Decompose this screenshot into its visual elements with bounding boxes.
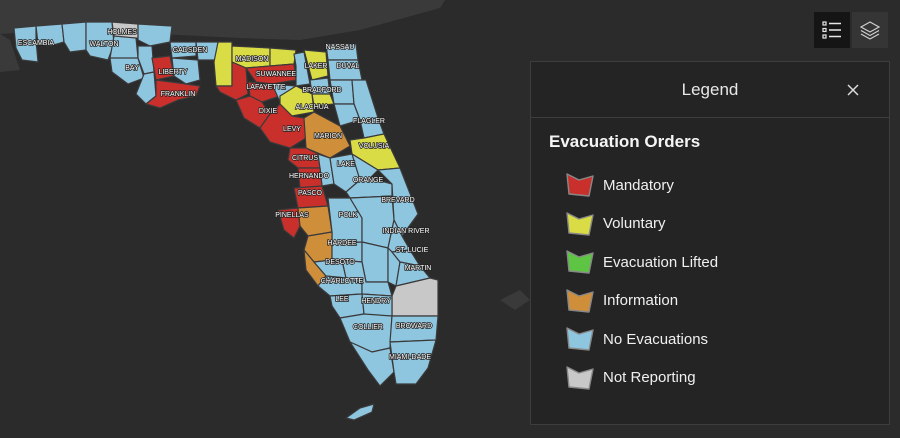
- legend-item-label: Evacuation Lifted: [603, 253, 719, 271]
- county-jackson: [137, 23, 173, 47]
- county-liberty: [151, 55, 175, 81]
- legend-item-label: No Evacuations: [603, 330, 709, 348]
- legend-section-title: Evacuation Orders: [549, 132, 701, 151]
- county-label: ALACHUA: [295, 104, 328, 111]
- legend-swatch: [566, 366, 594, 390]
- county-label: GADSDEN: [173, 47, 208, 54]
- county-taylor: [215, 61, 249, 101]
- county-hillsborough: [297, 205, 333, 237]
- county-label: NASSAU: [326, 44, 355, 51]
- county-lafayette: [247, 81, 281, 103]
- legend-item-label: Mandatory: [603, 176, 674, 194]
- county-label: DUVAL: [337, 63, 360, 70]
- county-label: LAFAYETTE: [246, 84, 285, 91]
- county-label: BROWARD: [396, 323, 432, 330]
- county-label: MADISON: [236, 56, 269, 63]
- county-label: VOLUSIA: [359, 143, 390, 150]
- legend-button[interactable]: [814, 12, 850, 48]
- county-label: MARION: [314, 133, 342, 140]
- county-label: DESOTO: [325, 259, 355, 266]
- county-label: HENDRY: [361, 298, 391, 305]
- county-label: PINELLAS: [275, 212, 309, 219]
- county-label: ST. LUCIE: [396, 247, 429, 254]
- county-okaloosa: [61, 21, 87, 53]
- county-label: CITRUS: [292, 155, 318, 162]
- legend-item: Evacuation Lifted: [549, 243, 871, 282]
- legend-title: Legend: [681, 79, 739, 99]
- county-label: INDIAN RIVER: [382, 228, 429, 235]
- county-wakulla: [171, 57, 201, 85]
- county-label: FLAGLER: [353, 118, 385, 125]
- legend-item: No Evacuations: [549, 320, 871, 359]
- county-label: LAKER: [305, 63, 328, 70]
- county-label: SUWANNEE: [256, 71, 297, 78]
- county-columbia: [293, 51, 311, 87]
- county-label: HERNANDO: [289, 173, 330, 180]
- county-santa-rosa: [35, 23, 65, 47]
- county-label: LIBERTY: [158, 69, 187, 76]
- county-label: DIXIE: [259, 108, 278, 115]
- legend-item: Mandatory: [549, 166, 871, 205]
- county-labels: ESCAMBIA HOLMES WALTON GADSDEN MADISON NASSAU…: [17, 28, 433, 362]
- county-suwannee: [245, 63, 297, 85]
- legend-item: Information: [549, 282, 871, 321]
- legend-list-icon: [822, 21, 841, 39]
- county-jefferson: [213, 41, 233, 87]
- county-label: ORANGE: [353, 177, 384, 184]
- county-gadsden: [169, 41, 197, 59]
- legend-swatch: [566, 212, 594, 236]
- county-layer[interactable]: [13, 21, 439, 421]
- layers-button[interactable]: [852, 12, 888, 48]
- county-pinellas: [277, 207, 301, 239]
- legend-swatch: [566, 289, 594, 313]
- legend-item-label: Information: [603, 292, 679, 310]
- legend-item-label: Voluntary: [603, 215, 666, 233]
- county-label: HOLMES: [107, 29, 137, 36]
- county-hamilton: [269, 47, 297, 67]
- county-label: MARTIN: [405, 265, 432, 272]
- county-label: CHARLOTTE: [321, 278, 364, 285]
- close-icon[interactable]: [843, 80, 863, 100]
- county-label: HARDEE: [327, 240, 357, 247]
- county-label: WALTON: [89, 41, 118, 48]
- legend-swatch: [566, 327, 594, 351]
- county-label: LEVY: [283, 126, 301, 133]
- county-bay: [109, 57, 145, 85]
- legend-body: Evacuation Orders Mandatory Voluntary Evac…: [531, 118, 889, 397]
- county-label: COLLIER: [353, 324, 383, 331]
- legend-header: Legend: [531, 62, 889, 118]
- county-label: BREVARD: [381, 197, 414, 204]
- layers-icon: [860, 21, 880, 40]
- county-label: ESCAMBIA: [18, 40, 55, 47]
- county-sumter: [317, 153, 335, 187]
- legend-swatch: [566, 250, 594, 274]
- legend-item: Not Reporting: [549, 359, 871, 398]
- county-label: POLK: [339, 212, 358, 219]
- county-collier: [339, 313, 393, 353]
- map-toolbar: [814, 12, 888, 48]
- legend-item: Voluntary: [549, 205, 871, 244]
- county-keys: [345, 403, 375, 421]
- legend-panel: Legend Evacuation Orders Mandatory Volunt…: [530, 61, 890, 425]
- county-label: PASCO: [298, 190, 323, 197]
- legend-swatch: [566, 173, 594, 197]
- county-franklin: [145, 79, 201, 109]
- county-label: MIAMI-DADE: [389, 354, 431, 361]
- county-baker: [303, 49, 329, 81]
- county-highlands: [361, 241, 389, 283]
- legend-items: Mandatory Voluntary Evacuation Lifted Infor…: [549, 166, 871, 397]
- county-label: FRANKLIN: [161, 91, 196, 98]
- county-label: BAY: [125, 65, 139, 72]
- county-label: LEE: [335, 296, 349, 303]
- county-miami-dade: [389, 339, 437, 385]
- county-label: BRADFORD: [302, 87, 341, 94]
- legend-item-label: Not Reporting: [603, 369, 696, 387]
- county-label: LAKE: [337, 161, 355, 168]
